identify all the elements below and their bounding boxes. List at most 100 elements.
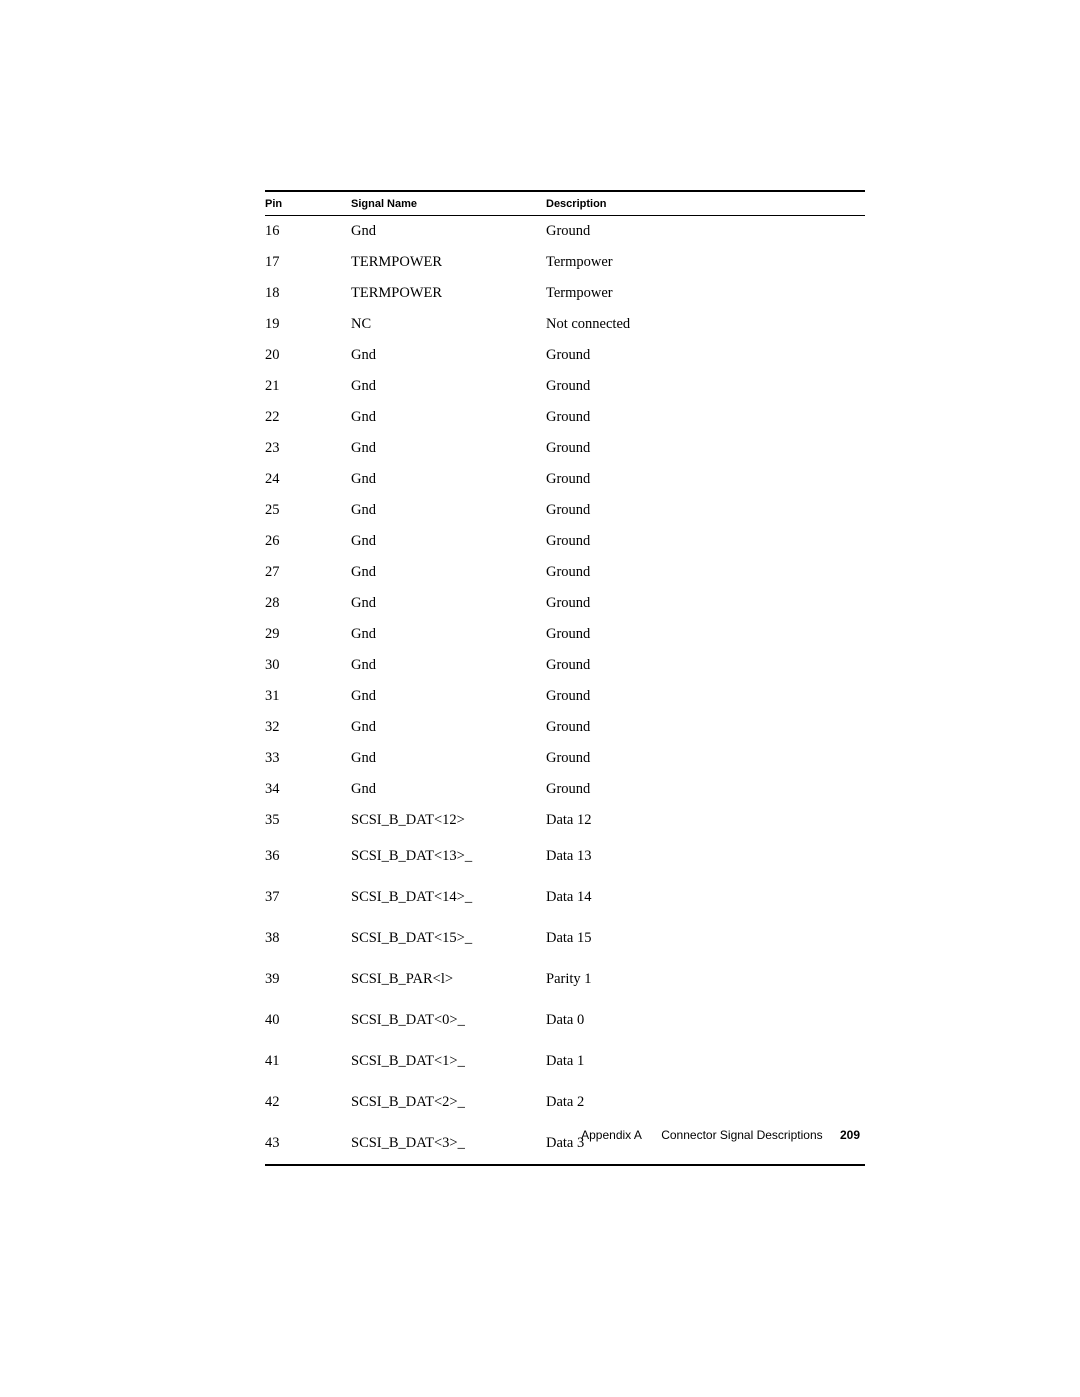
table-row: 24GndGround — [265, 464, 865, 495]
cell-description: Data 15 — [546, 918, 865, 959]
cell-signal: Gnd — [351, 402, 546, 433]
table-row: 36SCSI_B_DAT<13>_Data 13 — [265, 836, 865, 877]
cell-signal: Gnd — [351, 712, 546, 743]
cell-pin: 31 — [265, 681, 351, 712]
cell-signal: TERMPOWER — [351, 278, 546, 309]
table-row: 41SCSI_B_DAT<1>_Data 1 — [265, 1041, 865, 1082]
cell-pin: 36 — [265, 836, 351, 877]
table-row: 38SCSI_B_DAT<15>_Data 15 — [265, 918, 865, 959]
cell-description: Ground — [546, 402, 865, 433]
table-row: 28GndGround — [265, 588, 865, 619]
cell-pin: 33 — [265, 743, 351, 774]
table-row: 23GndGround — [265, 433, 865, 464]
cell-pin: 26 — [265, 526, 351, 557]
table-row: 26GndGround — [265, 526, 865, 557]
table-row: 42SCSI_B_DAT<2>_Data 2 — [265, 1082, 865, 1123]
cell-signal: SCSI_B_DAT<0>_ — [351, 1000, 546, 1041]
table-row: 27GndGround — [265, 557, 865, 588]
cell-signal: Gnd — [351, 464, 546, 495]
cell-pin: 22 — [265, 402, 351, 433]
cell-signal: SCSI_B_DAT<2>_ — [351, 1082, 546, 1123]
cell-description: Not connected — [546, 309, 865, 340]
table-row: 19NCNot connected — [265, 309, 865, 340]
cell-signal: Gnd — [351, 774, 546, 805]
table-header-row: Pin Signal Name Description — [265, 191, 865, 216]
signal-table: Pin Signal Name Description 16GndGround1… — [265, 190, 865, 1166]
table-row: 20GndGround — [265, 340, 865, 371]
table-row: 22GndGround — [265, 402, 865, 433]
cell-pin: 35 — [265, 805, 351, 836]
table-row: 33GndGround — [265, 743, 865, 774]
cell-signal: Gnd — [351, 681, 546, 712]
cell-pin: 41 — [265, 1041, 351, 1082]
cell-description: Data 13 — [546, 836, 865, 877]
page-footer: Appendix A Connector Signal Descriptions… — [0, 1128, 1080, 1142]
cell-description: Ground — [546, 526, 865, 557]
table-row: 17TERMPOWERTermpower — [265, 247, 865, 278]
cell-description: Ground — [546, 774, 865, 805]
cell-pin: 29 — [265, 619, 351, 650]
cell-signal: SCSI_B_PAR<l> — [351, 959, 546, 1000]
cell-description: Data 12 — [546, 805, 865, 836]
footer-page-number: 209 — [840, 1128, 860, 1142]
cell-pin: 40 — [265, 1000, 351, 1041]
cell-description: Ground — [546, 340, 865, 371]
table-row: 37SCSI_B_DAT<14>_Data 14 — [265, 877, 865, 918]
cell-pin: 30 — [265, 650, 351, 681]
cell-description: Termpower — [546, 278, 865, 309]
cell-description: Ground — [546, 588, 865, 619]
footer-appendix: Appendix A — [581, 1128, 641, 1142]
cell-pin: 19 — [265, 309, 351, 340]
page-content: Pin Signal Name Description 16GndGround1… — [265, 190, 865, 1166]
cell-pin: 17 — [265, 247, 351, 278]
cell-pin: 32 — [265, 712, 351, 743]
cell-description: Termpower — [546, 247, 865, 278]
table-row: 32GndGround — [265, 712, 865, 743]
cell-description: Ground — [546, 743, 865, 774]
cell-pin: 34 — [265, 774, 351, 805]
cell-signal: SCSI_B_DAT<12> — [351, 805, 546, 836]
cell-description: Data 0 — [546, 1000, 865, 1041]
cell-signal: SCSI_B_DAT<15>_ — [351, 918, 546, 959]
cell-pin: 16 — [265, 216, 351, 248]
cell-pin: 38 — [265, 918, 351, 959]
cell-description: Ground — [546, 650, 865, 681]
header-description: Description — [546, 191, 865, 216]
cell-signal: NC — [351, 309, 546, 340]
cell-signal: SCSI_B_DAT<14>_ — [351, 877, 546, 918]
cell-description: Ground — [546, 619, 865, 650]
cell-description: Data 2 — [546, 1082, 865, 1123]
cell-signal: Gnd — [351, 340, 546, 371]
cell-description: Ground — [546, 495, 865, 526]
table-row: 31GndGround — [265, 681, 865, 712]
cell-description: Ground — [546, 216, 865, 248]
table-row: 39SCSI_B_PAR<l>Parity 1 — [265, 959, 865, 1000]
table-body: 16GndGround17TERMPOWERTermpower18TERMPOW… — [265, 216, 865, 1166]
cell-pin: 37 — [265, 877, 351, 918]
cell-description: Data 14 — [546, 877, 865, 918]
cell-pin: 25 — [265, 495, 351, 526]
cell-signal: SCSI_B_DAT<13>_ — [351, 836, 546, 877]
cell-signal: Gnd — [351, 650, 546, 681]
cell-signal: TERMPOWER — [351, 247, 546, 278]
cell-description: Ground — [546, 371, 865, 402]
cell-pin: 21 — [265, 371, 351, 402]
table-row: 25GndGround — [265, 495, 865, 526]
header-pin: Pin — [265, 191, 351, 216]
cell-pin: 27 — [265, 557, 351, 588]
table-row: 29GndGround — [265, 619, 865, 650]
cell-signal: Gnd — [351, 495, 546, 526]
table-row: 18TERMPOWERTermpower — [265, 278, 865, 309]
cell-signal: Gnd — [351, 216, 546, 248]
cell-description: Parity 1 — [546, 959, 865, 1000]
cell-pin: 24 — [265, 464, 351, 495]
cell-signal: Gnd — [351, 743, 546, 774]
cell-description: Ground — [546, 433, 865, 464]
cell-description: Ground — [546, 712, 865, 743]
cell-signal: Gnd — [351, 371, 546, 402]
cell-description: Ground — [546, 681, 865, 712]
cell-description: Ground — [546, 557, 865, 588]
header-signal: Signal Name — [351, 191, 546, 216]
cell-pin: 39 — [265, 959, 351, 1000]
cell-pin: 42 — [265, 1082, 351, 1123]
